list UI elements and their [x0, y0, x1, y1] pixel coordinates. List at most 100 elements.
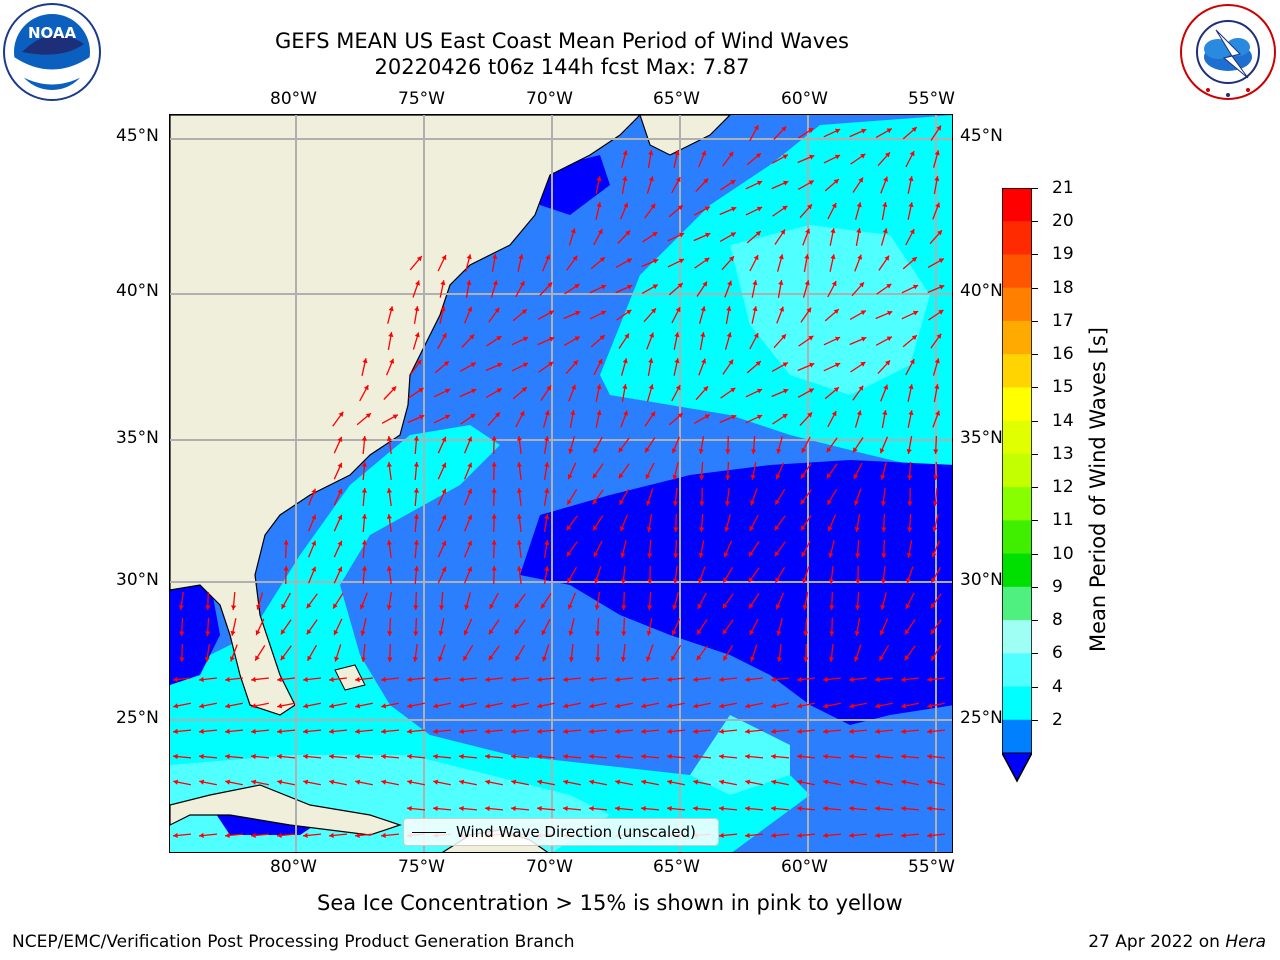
colorbar-tick-mark [1032, 287, 1038, 289]
wind-wave-arrow-head [827, 526, 833, 532]
wind-wave-arrow-head [702, 281, 707, 287]
wind-wave-arrow-head [355, 676, 360, 683]
wind-wave-arrow-head [619, 526, 625, 532]
wind-wave-arrow-head [649, 332, 654, 338]
wind-wave-arrow-head [470, 362, 476, 368]
wind-wave-arrow-head [882, 228, 888, 234]
wind-wave-arrow-head [277, 779, 283, 785]
wind-wave-arrow-head [594, 578, 600, 584]
wind-wave-arrow-head [725, 449, 731, 454]
wind-wave-arrow-head [626, 309, 632, 315]
wind-wave-arrow-head [673, 553, 679, 558]
wind-wave-arrow-head [415, 280, 420, 286]
wind-wave-arrow-head [597, 359, 603, 365]
wind-wave-arrow-head [467, 462, 473, 468]
wind-wave-arrow-head [648, 176, 654, 182]
wind-wave-arrow-head [886, 283, 892, 289]
wind-wave-arrow-head [823, 753, 828, 760]
wind-wave-arrow-head [936, 125, 941, 131]
wind-wave-arrow-head [413, 566, 419, 571]
wind-wave-arrow-head [849, 676, 854, 683]
wind-wave-arrow-head [697, 629, 702, 635]
wind-wave-arrow-head [775, 577, 780, 583]
wind-wave-arrow-head [413, 462, 419, 467]
wind-wave-arrow-head [745, 806, 750, 812]
colorbar-tick-label: 12 [1052, 477, 1074, 498]
wind-wave-arrow-head [651, 308, 656, 314]
wind-wave-arrow-head [589, 806, 594, 812]
colorbar-tick-mark [1032, 719, 1038, 721]
wind-wave-arrow-head [495, 412, 500, 418]
wind-wave-arrow-head [667, 676, 672, 683]
wind-wave-arrow-head [727, 280, 732, 286]
wind-wave-arrow-head [726, 332, 732, 338]
wind-wave-arrow-head [823, 703, 829, 709]
wind-wave-arrow-head [620, 552, 626, 558]
wind-wave-arrow-head [749, 525, 755, 531]
lon-top-70w: 70°W [526, 89, 573, 109]
lon-bottom-75w: 75°W [398, 857, 445, 877]
wind-wave-arrow-head [361, 462, 367, 467]
colorbar-segment [1002, 287, 1032, 322]
wind-wave-arrow-head [251, 779, 257, 785]
wind-wave-arrow-head [781, 126, 787, 132]
wind-wave-arrow-head [471, 388, 477, 394]
colorbar-tick-label: 21 [1052, 178, 1074, 198]
wind-wave-arrow-head [492, 280, 498, 286]
wind-wave-arrow-head [776, 630, 782, 636]
wind-wave-arrow-head [329, 676, 334, 683]
wind-wave-arrow-head [755, 231, 761, 236]
wind-wave-arrow-head [826, 447, 832, 453]
wind-wave-arrow-head [303, 703, 309, 709]
lon-top-60w: 60°W [781, 89, 828, 109]
wind-wave-arrow-head [849, 779, 855, 785]
wind-wave-arrow-head [596, 202, 602, 208]
colorbar-tick-label: 14 [1052, 410, 1074, 431]
wind-wave-arrow-head [886, 128, 892, 134]
lon-top-65w: 65°W [653, 89, 700, 109]
wind-wave-arrow-head [667, 753, 672, 760]
wind-wave-arrow-head [938, 258, 944, 264]
wind-wave-arrow-head [808, 128, 814, 133]
wind-wave-arrow-head [826, 473, 832, 479]
cyan-region-coastal [170, 425, 810, 852]
wind-wave-arrow-head [251, 728, 256, 734]
colorbar-segment [1002, 719, 1032, 754]
lat-left-40n: 40°N [116, 281, 159, 301]
wind-wave-arrow-head [693, 779, 699, 785]
wind-wave-arrow-head [748, 577, 754, 583]
land-east-coast [170, 115, 641, 716]
wind-wave-arrow-head [459, 779, 465, 785]
wind-wave-arrow-head [938, 310, 944, 315]
colorbar-tick-label: 2 [1052, 709, 1063, 730]
wind-wave-arrow-head [641, 728, 646, 734]
wind-wave-arrow-head [667, 703, 673, 709]
wind-wave-arrow-head [537, 753, 542, 760]
wind-wave-arrow-head [225, 832, 230, 838]
wind-wave-arrow-head [230, 656, 235, 662]
light-cyan-region-northeast [730, 225, 930, 395]
wind-wave-arrow-head [516, 540, 522, 545]
wind-wave-arrow-head [283, 540, 289, 545]
wind-wave-arrow-head [255, 630, 261, 636]
lon-bottom-60w: 60°W [781, 857, 828, 877]
wind-wave-arrow-head [719, 806, 724, 812]
wind-wave-arrow-head [386, 488, 392, 493]
wind-wave-arrow-head [885, 152, 890, 158]
wind-wave-arrow-head [927, 832, 932, 838]
wind-wave-arrow-head [618, 447, 624, 453]
land-bahamas [334, 664, 366, 691]
wind-wave-arrow-head [901, 753, 906, 760]
wind-wave-arrow-head [927, 779, 933, 785]
wind-wave-arrow-head [671, 655, 676, 661]
wind-wave-arrow-head [885, 360, 891, 366]
wind-wave-arrow-head [782, 414, 788, 419]
wind-wave-arrow-head [875, 676, 880, 683]
wind-wave-arrow-head [178, 605, 184, 610]
wind-wave-arrow-head [277, 703, 283, 709]
wind-wave-arrow-head [775, 474, 781, 480]
wind-wave-arrow-head [334, 656, 340, 662]
wind-wave-arrow-head [386, 540, 392, 545]
wind-wave-arrow-head [882, 202, 888, 207]
wind-wave-arrow-head [541, 603, 546, 609]
